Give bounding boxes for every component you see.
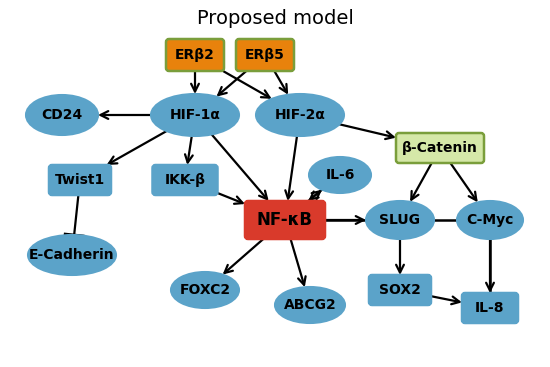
Ellipse shape [151,94,239,136]
Text: CD24: CD24 [41,108,82,122]
Text: Twist1: Twist1 [55,173,105,187]
Ellipse shape [26,95,98,135]
Text: ERβ2: ERβ2 [175,48,215,62]
FancyBboxPatch shape [49,165,111,195]
FancyBboxPatch shape [152,165,217,195]
FancyBboxPatch shape [236,39,294,71]
Text: SLUG: SLUG [379,213,421,227]
Text: NF-κB: NF-κB [257,211,313,229]
Ellipse shape [366,201,434,239]
Text: IL-8: IL-8 [475,301,505,315]
Ellipse shape [275,287,345,323]
Text: E-Cadherin: E-Cadherin [29,248,115,262]
Ellipse shape [256,94,344,136]
FancyBboxPatch shape [166,39,224,71]
Ellipse shape [457,201,523,239]
Text: IKK-β: IKK-β [164,173,206,187]
Text: SOX2: SOX2 [379,283,421,297]
Ellipse shape [309,157,371,193]
Text: ERβ5: ERβ5 [245,48,285,62]
Text: Proposed model: Proposed model [196,8,354,28]
FancyBboxPatch shape [462,293,518,323]
Text: C-Myc: C-Myc [466,213,514,227]
Text: β-Catenin: β-Catenin [402,141,478,155]
Text: FOXC2: FOXC2 [179,283,230,297]
FancyBboxPatch shape [396,133,484,163]
Text: HIF-1α: HIF-1α [169,108,221,122]
Text: ABCG2: ABCG2 [284,298,337,312]
Text: HIF-2α: HIF-2α [274,108,326,122]
Text: IL-6: IL-6 [325,168,355,182]
FancyBboxPatch shape [245,201,325,239]
FancyBboxPatch shape [369,275,431,305]
Ellipse shape [171,272,239,308]
Ellipse shape [28,235,116,275]
